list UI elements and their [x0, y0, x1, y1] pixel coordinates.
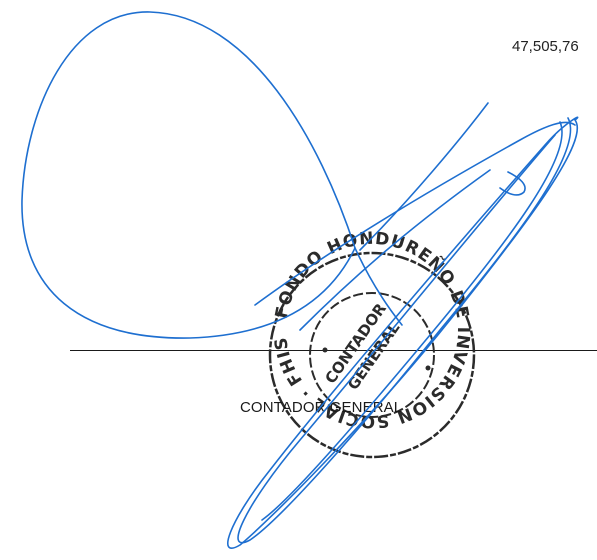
amount-value: 47,505,76 [512, 38, 579, 55]
signature-line [70, 350, 597, 351]
